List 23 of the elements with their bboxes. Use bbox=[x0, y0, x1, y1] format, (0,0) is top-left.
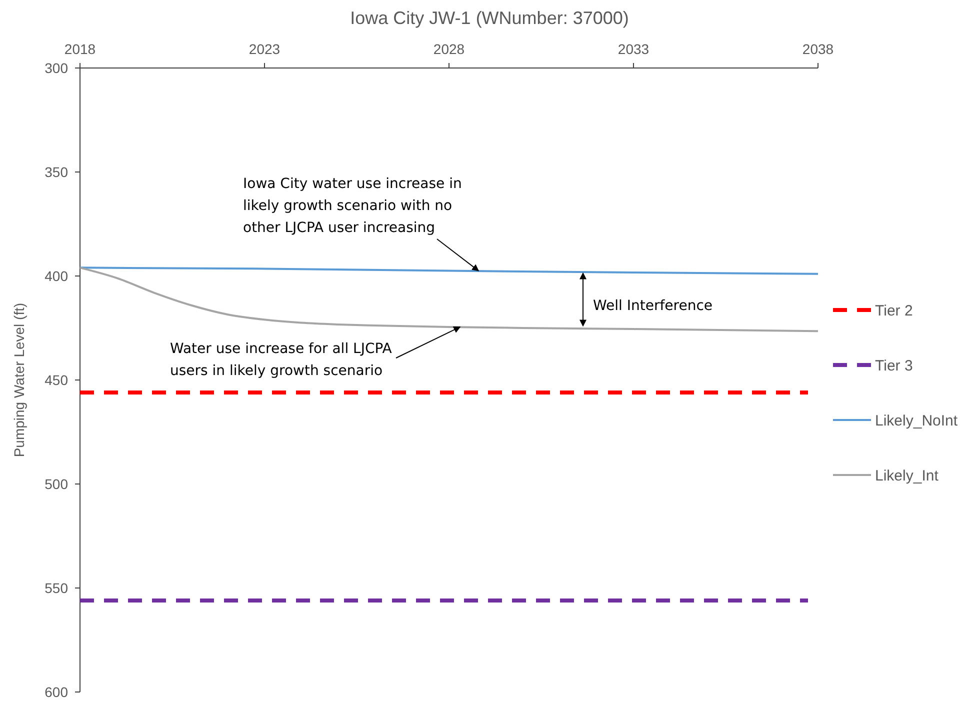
x-tick-label: 2033 bbox=[618, 41, 650, 57]
x-tick-label: 2028 bbox=[433, 41, 465, 57]
line-series bbox=[79, 266, 819, 332]
legend-label: Tier 3 bbox=[875, 357, 913, 374]
legend-label: Likely_NoInt bbox=[875, 412, 958, 430]
y-tick-label: 300 bbox=[44, 60, 68, 76]
annotation: Iowa City water use increase in likely growth scenario with no other LJCPA user increasing bbox=[243, 176, 462, 236]
line-series bbox=[79, 266, 819, 275]
legend-label: Tier 2 bbox=[875, 302, 913, 320]
y-tick-label: 450 bbox=[44, 372, 68, 388]
chart-title: Iowa City JW-1 (WNumber: 37000) bbox=[350, 8, 629, 28]
x-tick-label: 2023 bbox=[248, 41, 280, 57]
annotation: Well Interference bbox=[593, 298, 713, 314]
x-tick-label: 2018 bbox=[64, 41, 96, 57]
legend-label: Likely_Int bbox=[875, 467, 940, 484]
y-axis-title: Pumping Water Level (ft) bbox=[11, 302, 27, 458]
y-tick-label: 600 bbox=[44, 684, 68, 700]
y-tick-label: 400 bbox=[44, 268, 68, 284]
x-tick-label: 2038 bbox=[802, 41, 834, 57]
annotation: Water use increase for all LJCPA users in likely growth scenario bbox=[170, 341, 392, 379]
y-tick-label: 350 bbox=[44, 164, 68, 180]
y-tick-label: 550 bbox=[44, 580, 68, 596]
y-tick-label: 500 bbox=[44, 476, 68, 492]
